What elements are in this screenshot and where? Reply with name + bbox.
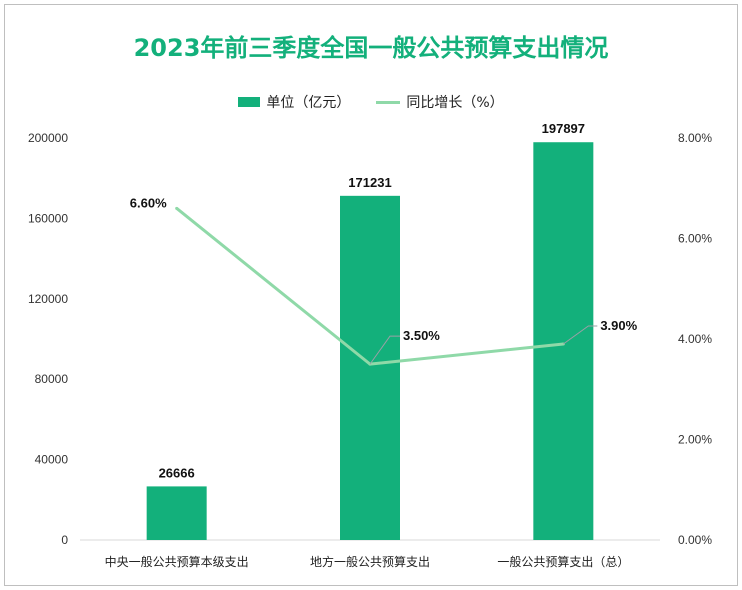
- legend-item-bar: 单位（亿元）: [238, 92, 350, 112]
- bar-data-label: 26666: [159, 465, 195, 480]
- y-left-tick-label: 120000: [28, 292, 68, 306]
- y-right-tick-label: 0.00%: [678, 533, 712, 547]
- chart-title: 2023年前三季度全国一般公共预算支出情况: [133, 34, 609, 62]
- bar: [340, 195, 400, 540]
- legend-item-line: 同比增长（%）: [376, 92, 504, 112]
- y-left-tick-label: 200000: [28, 131, 68, 145]
- line-data-label: 3.90%: [600, 318, 637, 333]
- bar: [146, 486, 207, 540]
- category-label: 地方一般公共预算支出: [310, 554, 430, 569]
- legend-line-swatch: [376, 100, 401, 104]
- y-right-tick-label: 8.00%: [678, 131, 712, 145]
- legend-bar-label: 单位（亿元）: [266, 95, 351, 111]
- y-left-tick-label: 0: [61, 533, 68, 547]
- y-left-tick-label: 80000: [35, 372, 69, 386]
- line-data-label: 6.60%: [130, 195, 167, 210]
- line-data-label: 3.50%: [403, 328, 440, 343]
- leader-line: [369, 335, 400, 365]
- legend-line-label: 同比增长（%）: [406, 95, 504, 111]
- leader-line: [563, 325, 598, 345]
- bar: [533, 142, 594, 540]
- y-right-tick-label: 4.00%: [678, 332, 712, 346]
- y-left-tick-label: 160000: [28, 211, 68, 225]
- growth-point: [175, 206, 179, 210]
- legend: 单位（亿元） 同比增长（%）: [0, 92, 742, 112]
- category-label: 中央一般公共预算本级支出: [105, 554, 249, 569]
- bar-data-label: 171231: [348, 175, 391, 190]
- bar-data-label: 197897: [542, 121, 585, 136]
- y-right-tick-label: 6.00%: [678, 232, 712, 246]
- y-right-tick-label: 2.00%: [678, 433, 712, 447]
- y-left-tick-label: 40000: [35, 453, 69, 467]
- category-label: 一般公共预算支出（总）: [497, 554, 629, 569]
- legend-bar-swatch: [238, 97, 261, 107]
